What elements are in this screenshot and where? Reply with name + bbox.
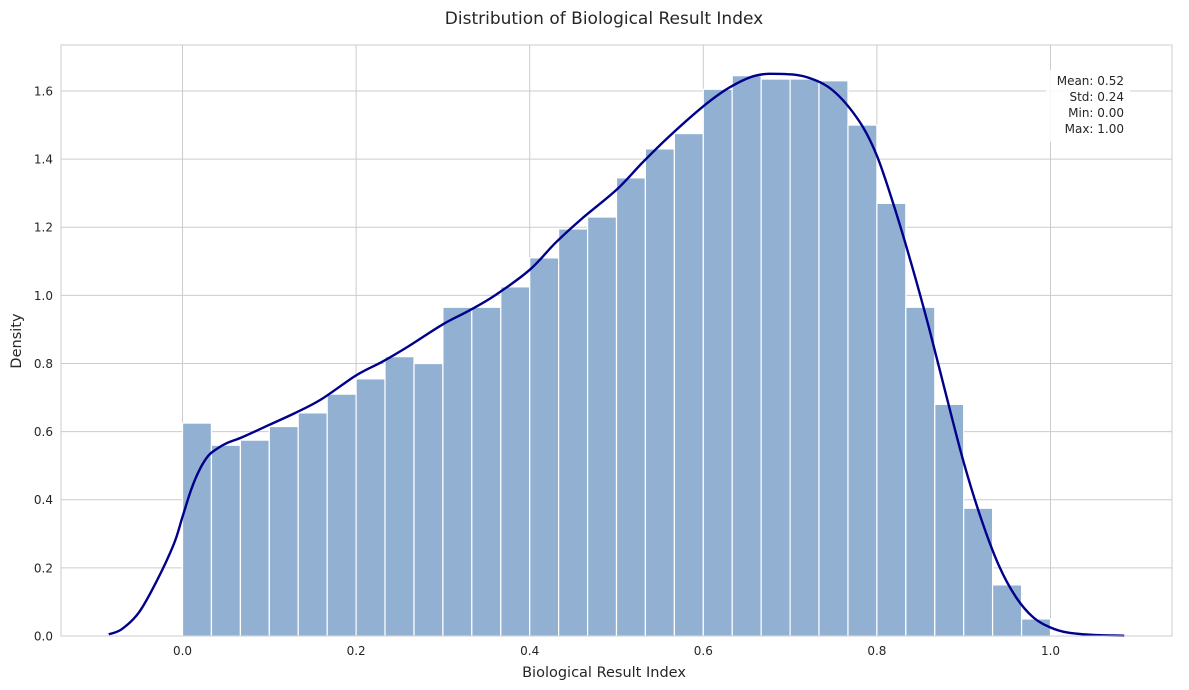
histogram-bar	[876, 202, 907, 637]
histogram-bar	[500, 286, 531, 637]
y-axis-ticks: 0.0 0.2 0.4 0.6 0.8 1.0 1.2 1.4 1.6	[34, 84, 53, 643]
histogram-bar	[644, 148, 675, 637]
histogram-bar	[905, 306, 936, 637]
histogram-bar	[586, 216, 618, 637]
stats-max: Max: 1.00	[1065, 122, 1124, 136]
histogram-bars	[181, 75, 1052, 637]
histogram-bar	[181, 422, 213, 637]
x-tick-label: 0.4	[520, 644, 539, 658]
stats-min: Min: 0.00	[1068, 106, 1124, 120]
histogram-bar	[442, 306, 473, 637]
stats-std: Std: 0.24	[1069, 90, 1124, 104]
histogram-bar	[934, 403, 965, 637]
plot-frame	[60, 44, 1173, 637]
histogram-bar	[558, 228, 589, 637]
y-tick-label: 0.6	[34, 425, 53, 439]
histogram-bar	[1020, 618, 1052, 637]
y-tick-label: 0.8	[34, 357, 53, 371]
x-tick-label: 0.2	[347, 644, 366, 658]
x-tick-label: 1.0	[1041, 644, 1060, 658]
kde-density-curve	[108, 72, 1125, 637]
histogram-bar	[991, 584, 1023, 637]
y-tick-label: 1.0	[34, 289, 53, 303]
histogram-bar	[471, 306, 502, 637]
x-axis-label: Biological Result Index	[522, 665, 686, 681]
histogram-bar	[818, 80, 849, 637]
histogram-bar	[413, 362, 444, 637]
x-axis-ticks: 0.0 0.2 0.4 0.6 0.8 1.0	[173, 644, 1060, 658]
y-tick-label: 0.4	[34, 493, 53, 507]
histogram-bar	[673, 132, 704, 637]
histogram-bar	[529, 257, 560, 637]
histogram-bar	[731, 75, 762, 637]
y-tick-label: 0.0	[34, 630, 53, 644]
y-tick-label: 0.2	[34, 561, 53, 575]
histogram-bar	[702, 88, 733, 637]
stats-mean: Mean: 0.52	[1057, 74, 1124, 88]
histogram-bar	[239, 439, 270, 637]
histogram-bar	[789, 78, 820, 637]
histogram-bar	[615, 177, 647, 637]
y-tick-label: 1.6	[34, 84, 53, 98]
y-tick-label: 1.4	[34, 153, 53, 167]
histogram-bar	[326, 393, 357, 637]
x-tick-label: 0.0	[173, 644, 192, 658]
stats-annotation-background	[1046, 70, 1130, 142]
histogram-bar	[297, 412, 328, 637]
x-tick-label: 0.8	[867, 644, 886, 658]
y-tick-label: 1.2	[34, 221, 53, 235]
histogram-bar	[963, 507, 994, 637]
histogram-bar	[384, 356, 415, 637]
histogram-bar	[210, 444, 242, 637]
histogram-bar	[847, 124, 878, 637]
chart-title: Distribution of Biological Result Index	[445, 9, 763, 29]
histogram-bar	[268, 425, 299, 637]
stats-annotation: Mean: 0.52 Std: 0.24 Min: 0.00 Max: 1.00	[1046, 70, 1130, 142]
y-axis-label: Density	[9, 313, 25, 369]
histogram-bar	[355, 378, 386, 637]
histogram-bar	[760, 78, 791, 637]
x-tick-label: 0.6	[694, 644, 713, 658]
